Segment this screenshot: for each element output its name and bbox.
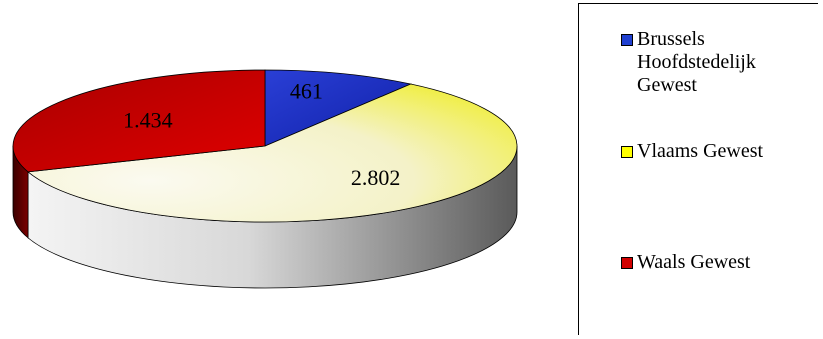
legend-swatch-waals <box>621 257 633 269</box>
pie-slice-brussels <box>264 69 413 147</box>
pie-slice-vlaams <box>27 83 518 223</box>
legend-swatch-vlaams <box>621 146 633 158</box>
legend-item-vlaams: Vlaams Gewest <box>621 140 763 163</box>
data-label-vlaams: 2.802 <box>351 165 401 190</box>
legend-label-brussels: Brussels Hoofdstedelijk Gewest <box>637 28 756 96</box>
pie-slice-waals <box>12 69 266 173</box>
legend-label-vlaams: Vlaams Gewest <box>637 140 764 162</box>
data-label-waals: 1.434 <box>123 108 173 133</box>
data-label-brussels: 461 <box>290 78 323 103</box>
pie-chart: 461 2.802 1.434 <box>12 69 518 289</box>
chart-legend: Brussels Hoofdstedelijk Gewest Vlaams Ge… <box>578 3 818 335</box>
legend-item-brussels: Brussels Hoofdstedelijk Gewest <box>621 28 756 97</box>
legend-swatch-brussels <box>621 34 633 46</box>
legend-item-waals: Waals Gewest <box>621 251 750 274</box>
legend-label-waals: Waals Gewest <box>637 251 751 273</box>
